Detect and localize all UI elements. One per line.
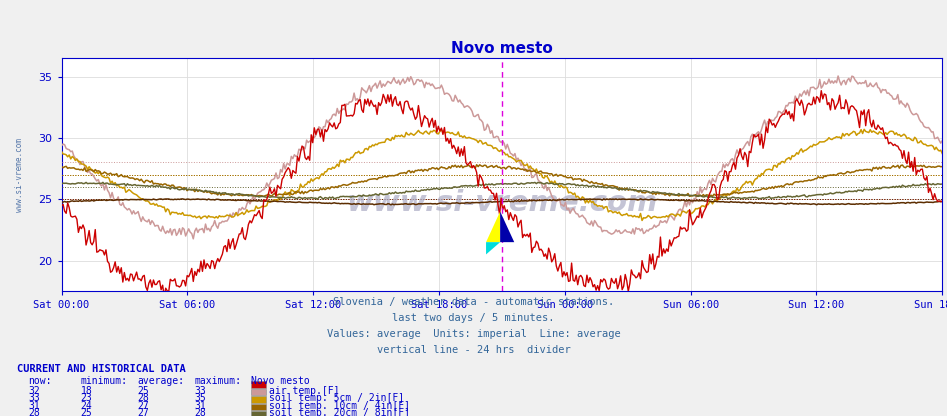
Text: soil temp. 5cm / 2in[F]: soil temp. 5cm / 2in[F] [269, 393, 404, 403]
Text: Novo mesto: Novo mesto [251, 376, 310, 386]
Text: www.si-vreme.com: www.si-vreme.com [15, 138, 24, 212]
Polygon shape [486, 242, 500, 255]
Polygon shape [500, 211, 514, 242]
Text: 23: 23 [80, 393, 92, 403]
Text: CURRENT AND HISTORICAL DATA: CURRENT AND HISTORICAL DATA [17, 364, 186, 374]
Text: last two days / 5 minutes.: last two days / 5 minutes. [392, 313, 555, 323]
Text: soil temp. 10cm / 4in[F]: soil temp. 10cm / 4in[F] [269, 401, 410, 411]
Text: maximum:: maximum: [194, 376, 241, 386]
Text: 32: 32 [28, 386, 40, 396]
Text: 27: 27 [137, 401, 149, 411]
Text: 28: 28 [137, 393, 149, 403]
Text: 31: 31 [194, 401, 205, 411]
Text: average:: average: [137, 376, 185, 386]
Text: www.si-vreme.com: www.si-vreme.com [347, 189, 657, 217]
Text: 33: 33 [28, 393, 40, 403]
Text: Slovenia / weather data - automatic stations.: Slovenia / weather data - automatic stat… [333, 297, 614, 307]
Text: 25: 25 [80, 408, 92, 416]
Text: vertical line - 24 hrs  divider: vertical line - 24 hrs divider [377, 345, 570, 355]
Text: 28: 28 [194, 408, 205, 416]
Text: 35: 35 [194, 393, 205, 403]
Text: Values: average  Units: imperial  Line: average: Values: average Units: imperial Line: av… [327, 329, 620, 339]
Text: 18: 18 [80, 386, 92, 396]
Text: minimum:: minimum: [80, 376, 128, 386]
Text: 24: 24 [80, 401, 92, 411]
Text: air temp.[F]: air temp.[F] [269, 386, 339, 396]
Text: 25: 25 [137, 386, 149, 396]
Title: Novo mesto: Novo mesto [451, 41, 553, 56]
Text: soil temp. 20cm / 8in[F]: soil temp. 20cm / 8in[F] [269, 408, 410, 416]
Polygon shape [486, 211, 500, 242]
Text: 33: 33 [194, 386, 205, 396]
Text: now:: now: [28, 376, 52, 386]
Text: 31: 31 [28, 401, 40, 411]
Text: 28: 28 [28, 408, 40, 416]
Text: 27: 27 [137, 408, 149, 416]
